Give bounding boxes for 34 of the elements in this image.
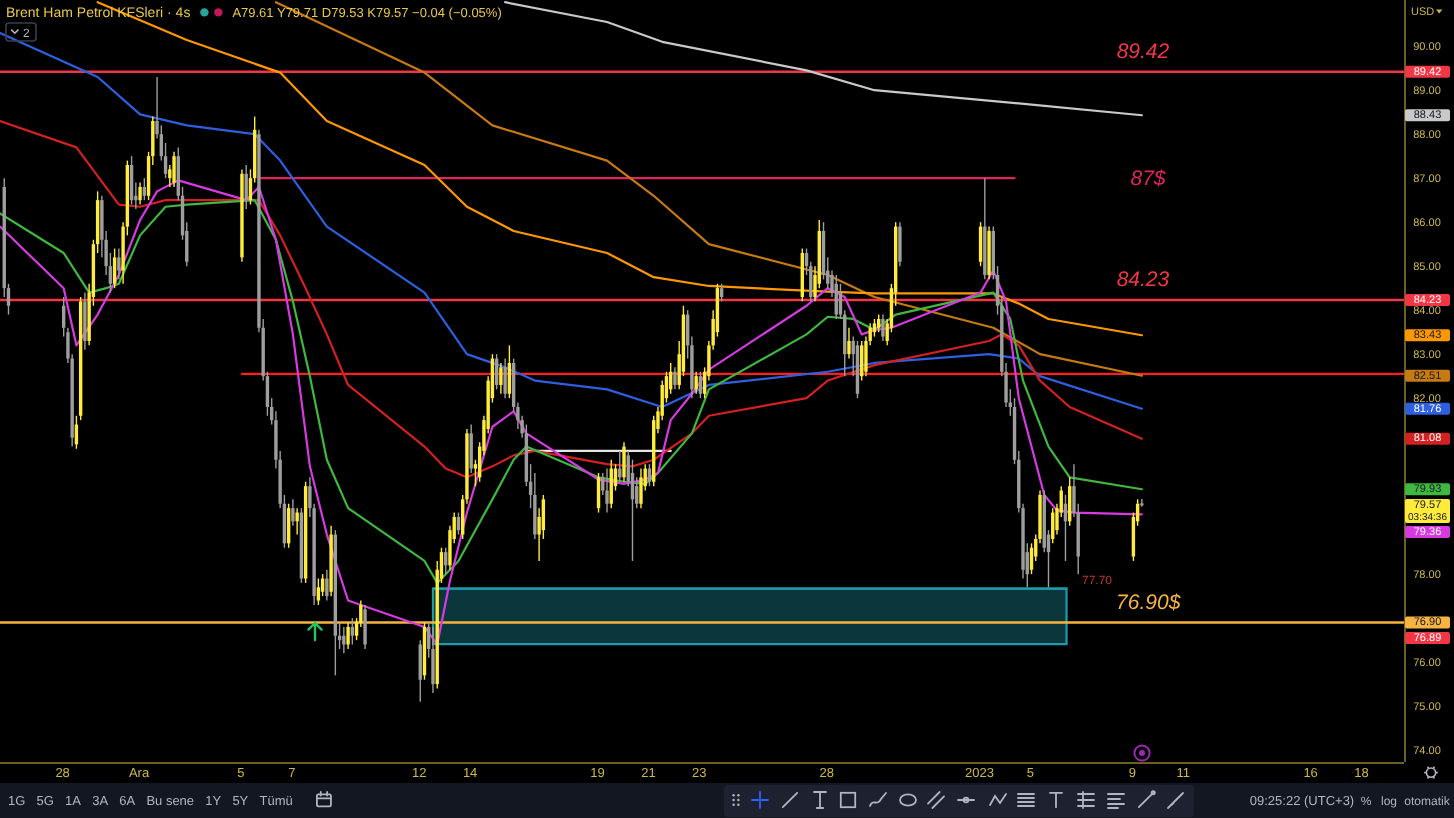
candlestick	[1140, 498, 1144, 508]
annotation: 89.42	[1116, 39, 1170, 64]
candlestick	[533, 472, 537, 540]
candlestick	[138, 181, 142, 206]
candlestick	[673, 366, 677, 391]
candlestick	[881, 313, 885, 342]
annotation: 84.23	[1116, 268, 1170, 293]
annotation: 76.90$	[1116, 590, 1181, 615]
candlestick	[142, 177, 147, 201]
candlestick	[431, 626, 435, 694]
candlestick	[112, 247, 117, 289]
candlestick	[639, 467, 643, 509]
candlestick	[898, 221, 902, 267]
candlestick	[117, 247, 121, 281]
candlestick	[325, 569, 329, 602]
candlestick	[605, 467, 609, 514]
candlestick	[291, 498, 295, 527]
candlestick	[694, 371, 698, 395]
candlestick	[622, 441, 626, 483]
candlestick	[469, 423, 473, 474]
candlestick	[503, 357, 507, 399]
candlestick	[499, 362, 503, 395]
candlestick	[363, 604, 367, 650]
candlestick	[295, 507, 299, 536]
candlestick	[847, 327, 851, 360]
candlestick	[698, 371, 703, 399]
candlestick	[987, 225, 991, 281]
annotation: 87$	[1130, 167, 1166, 192]
candlestick	[316, 577, 321, 606]
candlestick	[172, 151, 176, 188]
candlestick	[350, 617, 355, 646]
candlestick	[83, 291, 87, 351]
candlestick	[346, 621, 350, 650]
candlestick	[342, 626, 346, 655]
